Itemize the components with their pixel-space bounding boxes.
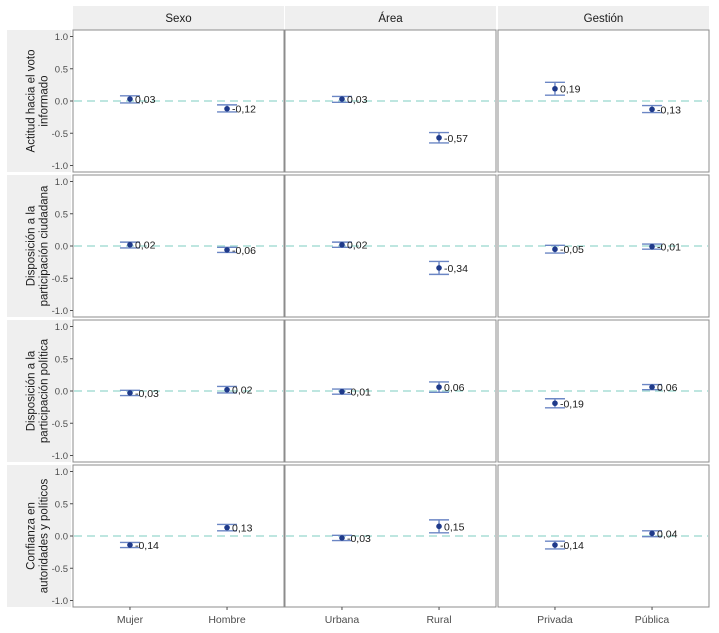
y-tick-label: 0.5 bbox=[55, 354, 68, 365]
data-label: -0,34 bbox=[444, 263, 468, 275]
data-label: -0,05 bbox=[560, 244, 584, 256]
row-strip-label-line: informado bbox=[39, 75, 51, 126]
data-point bbox=[552, 85, 558, 92]
y-tick-label: 1.0 bbox=[55, 467, 68, 478]
data-point bbox=[649, 384, 655, 390]
data-label: -0,14 bbox=[560, 540, 584, 552]
data-point bbox=[436, 265, 442, 271]
data-point bbox=[436, 134, 442, 141]
data-point bbox=[649, 530, 655, 537]
row-strip-label: Disposición a laparticipación política bbox=[26, 338, 51, 443]
row-strip bbox=[7, 30, 71, 172]
data-label: -0,01 bbox=[657, 242, 681, 254]
y-tick-label: -1.0 bbox=[52, 306, 68, 317]
data-point bbox=[339, 535, 345, 541]
y-tick-label: 1.0 bbox=[55, 177, 68, 188]
row-strip-label-line: autoridades y políticos bbox=[39, 479, 51, 594]
column-strip-label: Sexo bbox=[165, 13, 191, 25]
y-tick-label: 0.5 bbox=[55, 64, 68, 75]
row-strip-label: Confianza enautoridades y políticos bbox=[26, 479, 51, 594]
row-strip-label-line: participación política bbox=[39, 338, 51, 443]
data-label: 0,06 bbox=[657, 382, 678, 394]
data-label: -0,06 bbox=[232, 245, 256, 257]
column-strip bbox=[73, 6, 284, 30]
data-point bbox=[127, 96, 133, 102]
row-strip-label: Disposición a laparticipación ciudadana bbox=[26, 185, 51, 306]
data-point bbox=[224, 524, 230, 531]
y-tick-label: 0.0 bbox=[55, 532, 68, 543]
x-tick-label: Rural bbox=[426, 614, 451, 626]
data-point bbox=[224, 247, 230, 253]
data-point bbox=[552, 400, 558, 407]
data-label: -0,57 bbox=[444, 133, 468, 145]
y-tick-label: -1.0 bbox=[52, 596, 68, 607]
data-point bbox=[339, 96, 345, 102]
data-point bbox=[649, 106, 655, 113]
data-label: -0,12 bbox=[232, 104, 256, 116]
data-label: -0,03 bbox=[347, 533, 371, 545]
data-label: -0,19 bbox=[560, 398, 584, 410]
data-label: 0,15 bbox=[444, 521, 465, 533]
y-tick-label: 0.5 bbox=[55, 499, 68, 510]
y-tick-label: 1.0 bbox=[55, 32, 68, 43]
x-tick-label: Pública bbox=[635, 614, 670, 626]
row-strip-label-line: Disposición a la bbox=[26, 205, 38, 286]
data-point bbox=[127, 390, 133, 396]
data-point bbox=[127, 241, 133, 248]
row-strip-label: Actitud hacia el votoinformado bbox=[26, 50, 51, 153]
data-label: 0,02 bbox=[347, 240, 368, 252]
data-label: 0,03 bbox=[347, 94, 368, 106]
y-tick-label: -0.5 bbox=[52, 419, 68, 430]
column-strip bbox=[498, 6, 709, 30]
y-tick-label: -0.5 bbox=[52, 564, 68, 575]
data-label: 0,02 bbox=[135, 240, 156, 252]
x-tick-label: Privada bbox=[537, 614, 573, 626]
y-tick-label: -0.5 bbox=[52, 129, 68, 140]
column-strip-label: Gestión bbox=[584, 13, 624, 25]
y-tick-label: 0.5 bbox=[55, 209, 68, 220]
x-tick-label: Urbana bbox=[325, 614, 360, 626]
data-point bbox=[436, 384, 442, 390]
x-tick-label: Mujer bbox=[117, 614, 144, 626]
y-tick-label: -0.5 bbox=[52, 274, 68, 285]
data-point bbox=[552, 246, 558, 253]
data-label: -0,01 bbox=[347, 387, 371, 399]
data-point bbox=[552, 542, 558, 548]
y-tick-label: -1.0 bbox=[52, 161, 68, 172]
y-tick-label: 1.0 bbox=[55, 322, 68, 333]
data-point bbox=[649, 243, 655, 250]
column-strip-label: Área bbox=[378, 12, 403, 25]
data-point bbox=[127, 542, 133, 548]
row-strip bbox=[7, 175, 71, 317]
data-point bbox=[436, 523, 442, 530]
data-label: -0,13 bbox=[657, 104, 681, 116]
data-point bbox=[339, 388, 345, 395]
data-label: 0,19 bbox=[560, 84, 581, 96]
y-tick-label: -1.0 bbox=[52, 451, 68, 462]
y-tick-label: 0.0 bbox=[55, 242, 68, 253]
row-strip bbox=[7, 320, 71, 462]
row-strip-label-line: Actitud hacia el voto bbox=[26, 50, 38, 153]
row-strip-label-line: Disposición a la bbox=[26, 350, 38, 431]
data-label: 0,06 bbox=[444, 382, 465, 394]
data-label: -0,03 bbox=[135, 388, 159, 400]
data-point bbox=[339, 241, 345, 248]
row-strip-label-line: Confianza en bbox=[26, 502, 38, 570]
y-tick-label: 0.0 bbox=[55, 387, 68, 398]
data-point bbox=[224, 386, 230, 393]
column-strip bbox=[285, 6, 496, 30]
y-tick-label: 0.0 bbox=[55, 97, 68, 108]
data-label: 0,02 bbox=[232, 385, 253, 397]
data-label: -0,14 bbox=[135, 540, 159, 552]
row-strip bbox=[7, 465, 71, 607]
data-label: 0,03 bbox=[135, 94, 156, 106]
row-strip-label-line: participación ciudadana bbox=[39, 185, 51, 306]
data-point bbox=[224, 105, 230, 112]
x-tick-label: Hombre bbox=[208, 614, 246, 626]
data-label: 0,13 bbox=[232, 523, 253, 535]
data-label: 0,04 bbox=[657, 528, 678, 540]
